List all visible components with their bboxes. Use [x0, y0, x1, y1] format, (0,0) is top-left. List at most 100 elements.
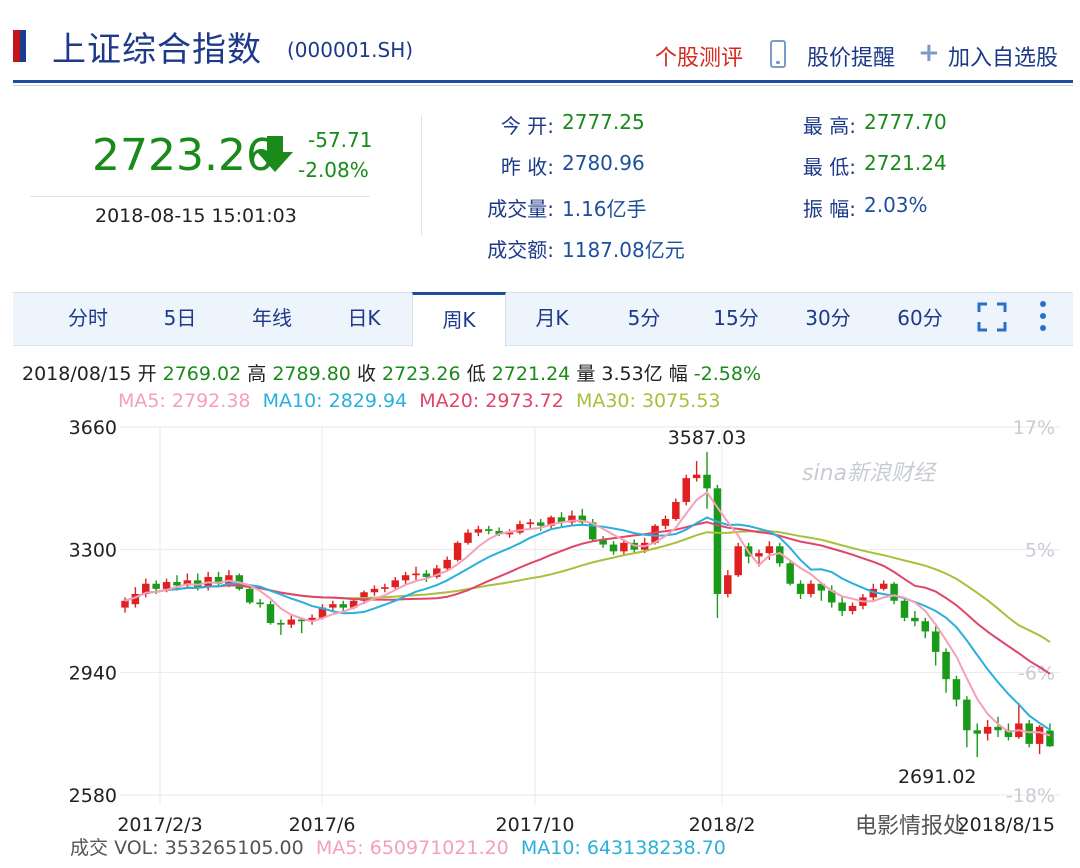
bar-open-value: 2769.02: [162, 363, 242, 385]
x-tick-label: 2017/10: [496, 814, 575, 835]
review-link[interactable]: 个股测评: [655, 46, 744, 71]
candle-body: [609, 544, 618, 552]
candle-body: [692, 474, 701, 479]
ma30-line: [124, 530, 1051, 643]
sina-watermark: sina新浪财经: [802, 461, 935, 486]
tab-year[interactable]: 年线: [252, 306, 292, 330]
candle-body: [755, 553, 763, 557]
candle-body: [672, 501, 680, 519]
candle-body: [349, 600, 358, 608]
bar-low-value: 2721.24: [491, 363, 571, 385]
tab-60min[interactable]: 60分: [897, 306, 943, 330]
bar-vol-label: 量: [576, 363, 596, 385]
y-tick-label: 3660: [69, 417, 117, 439]
ma5-legend: MA5: 2792.38: [118, 390, 251, 412]
bar-vol-value: 3.53亿: [601, 363, 663, 385]
pct-tick-label: 5%: [1025, 540, 1055, 562]
y-tick-label: 2940: [69, 662, 117, 684]
price-alert-link[interactable]: 股价提醒: [807, 46, 896, 71]
volume-legend: 成交 VOL: 353265105.00 MA5: 650971021.20 M…: [70, 833, 726, 860]
x-tick-label: 2018/2: [689, 814, 756, 835]
candle-body: [952, 679, 961, 700]
bar-open-label: 开: [137, 363, 157, 385]
candle-body: [121, 600, 129, 608]
candle-body: [245, 588, 254, 603]
tab-weekly-k[interactable]: 周K: [412, 292, 506, 347]
candle-body: [620, 542, 628, 552]
candle-body: [578, 515, 587, 523]
bar-amp-value: -2.58%: [693, 363, 762, 385]
candle-body: [173, 582, 181, 586]
bar-date: 2018/08/15: [22, 363, 132, 385]
bar-close-value: 2723.26: [382, 363, 461, 385]
tab-15min[interactable]: 15分: [713, 306, 759, 330]
x-tick-label: 2017/2/3: [117, 814, 202, 835]
more-vertical-icon[interactable]: [1038, 300, 1048, 332]
tab-monthly-k[interactable]: 月K: [535, 306, 569, 330]
volume-ma10: MA10: 643138238.70: [520, 837, 726, 859]
candle-body: [183, 580, 192, 586]
candle-body: [973, 730, 981, 734]
candle-body: [1025, 723, 1033, 744]
pct-tick-label: 17%: [1013, 417, 1055, 439]
candle-body: [931, 631, 940, 652]
candle-body: [983, 726, 992, 734]
candle-body: [796, 583, 805, 594]
candle-body: [360, 592, 368, 601]
price-change: -57.71: [308, 128, 373, 152]
ma30-legend: MA30: 3075.53: [575, 390, 721, 412]
candle-body: [152, 583, 160, 589]
bar-close-label: 收: [356, 363, 376, 385]
price-change-pct: -2.08%: [298, 158, 369, 182]
amount-value: 1187.08亿元: [562, 238, 685, 262]
candle-body: [547, 517, 555, 526]
bar-info: 2018/08/15 开 2769.02 高 2789.80 收 2723.26…: [22, 359, 761, 386]
candle-body: [828, 590, 836, 603]
candle-body: [162, 582, 171, 589]
max-price-label: 3587.03: [668, 427, 747, 449]
candle-body: [391, 580, 399, 588]
x-tick-label: 2017/6: [289, 814, 356, 835]
tab-5min[interactable]: 5分: [627, 306, 661, 330]
tab-daily-k[interactable]: 日K: [347, 306, 381, 330]
tab-intraday[interactable]: 分时: [68, 306, 108, 330]
amplitude-label: 振 幅:: [802, 197, 856, 221]
fullscreen-icon[interactable]: [977, 302, 1007, 332]
add-favorite-link[interactable]: 加入自选股: [948, 46, 1059, 71]
tab-5day[interactable]: 5日: [163, 306, 197, 330]
phone-icon[interactable]: [770, 40, 786, 68]
candle-body: [588, 522, 597, 540]
candle-body: [505, 532, 514, 535]
stock-code: (000001.SH): [287, 38, 414, 62]
candle-body: [568, 515, 576, 523]
candle-body: [142, 583, 150, 594]
candle-body: [256, 602, 264, 605]
plus-icon[interactable]: +: [918, 38, 940, 68]
amount-label: 成交额:: [487, 238, 554, 262]
page-title: 上证综合指数: [52, 30, 262, 70]
quote-divider: [30, 196, 370, 197]
tab-30min[interactable]: 30分: [805, 306, 851, 330]
candle-body: [225, 575, 233, 584]
bar-amp-label: 幅: [668, 363, 688, 385]
candle-body: [890, 583, 898, 601]
candle-body: [713, 488, 722, 594]
candle-body: [879, 583, 888, 589]
candle-body: [297, 619, 306, 622]
high-value: 2777.70: [864, 110, 947, 134]
y-tick-label: 2580: [69, 785, 117, 807]
y-tick-label: 3300: [69, 540, 117, 562]
candle-body: [516, 524, 524, 533]
pct-tick-label: -6%: [1018, 662, 1055, 684]
open-label: 今 开:: [500, 114, 554, 138]
x-tick-label: 2018/8/15: [958, 814, 1055, 835]
current-price: 2723.26: [92, 130, 274, 181]
header-divider-thin: [13, 85, 1073, 86]
kline-chart[interactable]: 3660 3300 2940 2580 17% 5% -6% -18% 2017/2/3 2017…: [0, 415, 1080, 835]
ma5-line: [124, 490, 1051, 737]
candle-body: [838, 602, 846, 611]
candle-body: [651, 525, 659, 543]
candle-body: [194, 580, 202, 588]
candle-body: [921, 621, 930, 632]
candle-body: [724, 575, 732, 594]
